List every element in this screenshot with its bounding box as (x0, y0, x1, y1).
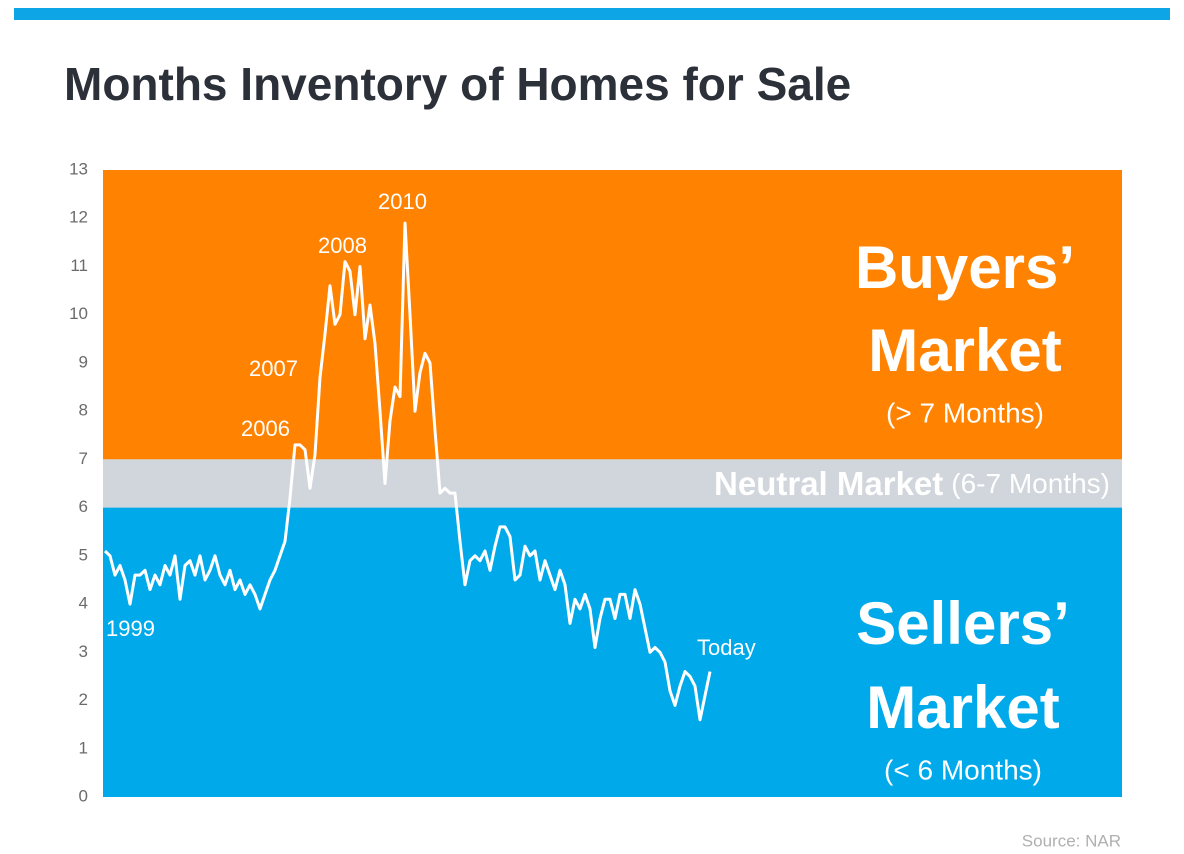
y-tick-label: 2 (79, 690, 88, 709)
y-tick-label: 3 (79, 642, 88, 661)
band-note: (< 6 Months) (884, 754, 1042, 785)
annotation: Today (697, 635, 756, 660)
band-label: Sellers’ (856, 590, 1070, 657)
neutral-label: Neutral Market (6-7 Months) (714, 465, 1110, 502)
top-bar (14, 8, 1170, 20)
y-tick-label: 5 (79, 545, 88, 564)
y-tick-label: 13 (69, 159, 88, 178)
y-tick-label: 8 (79, 401, 88, 420)
y-tick-label: 9 (79, 352, 88, 371)
inventory-line (103, 221, 712, 722)
band-label: Market (866, 674, 1059, 741)
annotation: 2007 (249, 356, 298, 381)
y-tick-label: 12 (69, 208, 88, 227)
y-tick-label: 11 (70, 256, 88, 275)
band-label: Neutral Market (714, 465, 943, 502)
annotation: 2006 (241, 416, 290, 441)
market-band (103, 507, 1122, 797)
market-band (103, 459, 1122, 508)
y-tick-label: 4 (79, 594, 88, 613)
band-label: Buyers’ (855, 234, 1075, 301)
band-note: (> 7 Months) (886, 397, 1044, 428)
source: Source: NAR (1022, 831, 1121, 850)
annotation: 1999 (106, 616, 155, 641)
y-tick-label: 0 (79, 786, 88, 805)
y-tick-label: 10 (69, 304, 88, 323)
y-tick-label: 1 (79, 738, 88, 757)
market-band (103, 170, 1122, 460)
annotation: 2010 (378, 189, 427, 214)
y-tick-label: 6 (79, 497, 88, 516)
band-label: Market (868, 317, 1061, 384)
band-note: (6-7 Months) (951, 468, 1110, 499)
y-tick-label: 7 (79, 449, 88, 468)
annotation: 2008 (318, 233, 367, 258)
chart-title: Months Inventory of Homes for Sale (64, 58, 851, 110)
